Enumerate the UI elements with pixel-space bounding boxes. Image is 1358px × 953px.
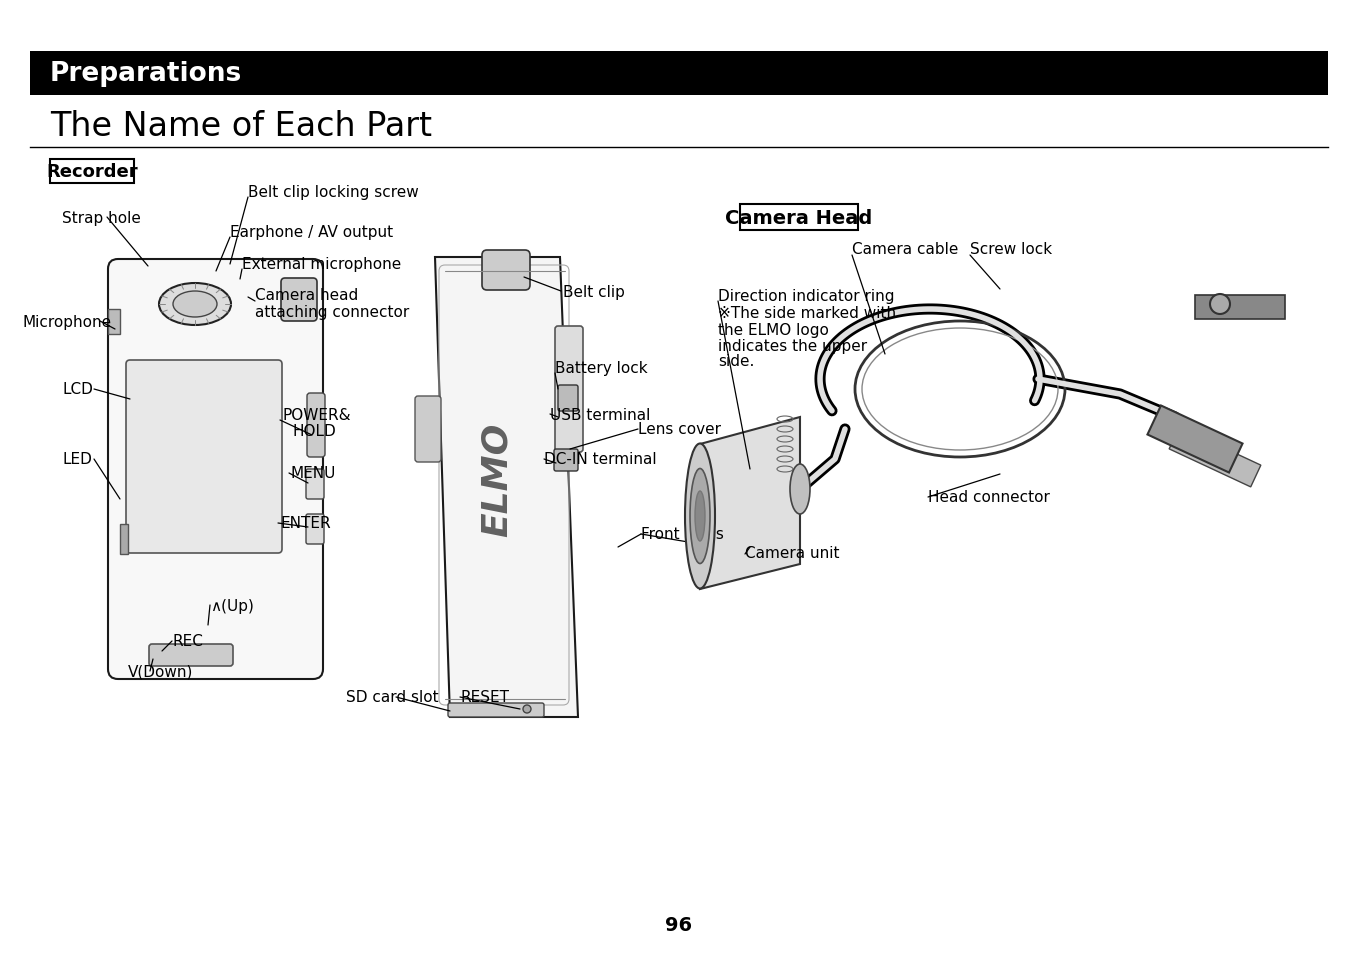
Circle shape [523, 705, 531, 713]
FancyBboxPatch shape [307, 394, 325, 457]
Text: side.: side. [718, 355, 755, 369]
Text: ELMO: ELMO [479, 422, 513, 537]
Text: External microphone: External microphone [242, 256, 401, 272]
Bar [50, 160, 134, 184]
FancyBboxPatch shape [554, 450, 579, 472]
Bar [740, 205, 858, 231]
Ellipse shape [690, 469, 710, 564]
Text: Belt clip: Belt clip [564, 284, 625, 299]
Text: Belt clip locking screw: Belt clip locking screw [249, 184, 418, 199]
FancyBboxPatch shape [149, 644, 234, 666]
Text: Direction indicator ring: Direction indicator ring [718, 288, 895, 303]
Text: Recorder: Recorder [46, 163, 137, 181]
FancyBboxPatch shape [558, 386, 579, 412]
Text: SD card slot: SD card slot [346, 690, 439, 705]
Text: Camera Head: Camera Head [725, 209, 873, 227]
Text: ∧(Up): ∧(Up) [210, 598, 254, 613]
Text: indicates the upper: indicates the upper [718, 338, 868, 354]
Text: Screw lock: Screw lock [970, 242, 1052, 257]
Text: Preparations: Preparations [50, 61, 242, 87]
Text: LCD: LCD [62, 382, 92, 397]
Bar [120, 524, 128, 555]
Polygon shape [1195, 295, 1285, 319]
FancyBboxPatch shape [109, 260, 323, 679]
FancyBboxPatch shape [448, 703, 545, 718]
Text: Earphone / AV output: Earphone / AV output [230, 224, 392, 239]
Text: 96: 96 [665, 916, 693, 935]
Text: USB terminal: USB terminal [550, 407, 650, 422]
Polygon shape [699, 417, 800, 589]
FancyBboxPatch shape [126, 360, 282, 554]
Text: RESET: RESET [460, 690, 509, 705]
Text: ※The side marked with: ※The side marked with [718, 306, 896, 321]
FancyBboxPatch shape [555, 327, 583, 453]
Ellipse shape [159, 284, 231, 326]
Text: POWER&: POWER& [282, 407, 350, 422]
Text: Camera cable: Camera cable [851, 242, 959, 257]
Text: V(Down): V(Down) [128, 664, 193, 679]
Text: ENTER: ENTER [280, 516, 330, 531]
Text: Camera unit: Camera unit [746, 545, 839, 560]
Text: Lens cover: Lens cover [638, 422, 721, 437]
Circle shape [1210, 294, 1230, 314]
FancyBboxPatch shape [281, 278, 316, 322]
Text: Front glass: Front glass [641, 527, 724, 542]
Text: attaching connector: attaching connector [255, 304, 409, 319]
FancyBboxPatch shape [482, 251, 530, 291]
Text: REC: REC [172, 634, 202, 649]
Text: LED: LED [62, 452, 92, 467]
Ellipse shape [172, 292, 217, 317]
Polygon shape [1169, 428, 1260, 487]
Text: the ELMO logo: the ELMO logo [718, 322, 828, 337]
Polygon shape [1148, 406, 1243, 473]
Ellipse shape [684, 444, 716, 589]
Ellipse shape [790, 464, 809, 515]
Text: HOLD: HOLD [293, 423, 337, 438]
FancyBboxPatch shape [306, 470, 325, 499]
FancyBboxPatch shape [416, 396, 441, 462]
Bar [109, 310, 120, 335]
Text: Head connector: Head connector [928, 490, 1050, 505]
Text: Battery lock: Battery lock [555, 360, 648, 375]
FancyBboxPatch shape [306, 515, 325, 544]
Text: Camera head: Camera head [255, 288, 359, 303]
Polygon shape [435, 257, 579, 718]
Text: Strap hole: Strap hole [62, 211, 141, 225]
Text: Microphone: Microphone [22, 314, 111, 329]
Ellipse shape [695, 492, 705, 541]
Text: DC-IN terminal: DC-IN terminal [545, 452, 657, 467]
Bar [30, 52, 1328, 96]
Text: The Name of Each Part: The Name of Each Part [50, 110, 432, 142]
Text: MENU: MENU [291, 466, 337, 481]
